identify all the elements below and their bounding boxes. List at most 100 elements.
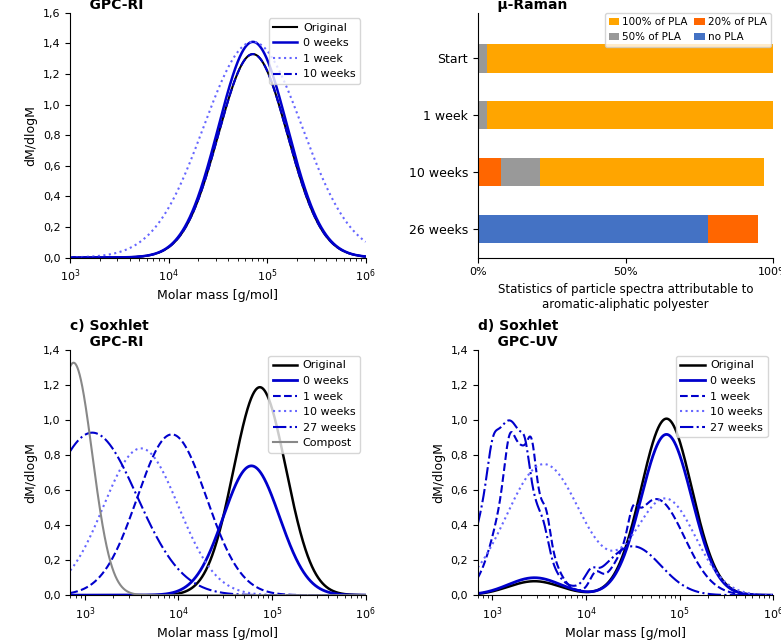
Bar (487, 44, 773, 72)
1 week (361, 238, 370, 246)
1 week (355, 234, 365, 241)
Y-axis label: dM/dlogM: dM/dlogM (24, 105, 37, 166)
Bar (478, 44, 487, 72)
Bar (478, 101, 487, 129)
Compost (190, 591, 199, 599)
Original (361, 591, 370, 599)
1 week (117, 248, 127, 255)
0 weeks (662, 431, 671, 438)
27 weeks (280, 591, 290, 599)
Original (597, 584, 607, 592)
Original (745, 591, 754, 598)
0 weeks (614, 565, 623, 573)
0 weeks (323, 234, 333, 241)
10 weeks (179, 227, 188, 234)
Legend: 100% of PLA, 50% of PLA, 20% of PLA, no PLA: 100% of PLA, 50% of PLA, 20% of PLA, no … (604, 13, 771, 47)
Compost (206, 591, 216, 599)
Line: Compost: Compost (70, 363, 366, 595)
1 week (280, 591, 290, 598)
1 week (769, 591, 778, 599)
10 weeks (361, 253, 370, 260)
27 weeks (66, 447, 75, 455)
0 weeks (759, 591, 769, 599)
Legend: Original, 0 weeks, 1 week, 10 weeks, 27 weeks: Original, 0 weeks, 1 week, 10 weeks, 27 … (676, 356, 768, 437)
27 weeks (206, 586, 216, 594)
X-axis label: Molar mass [g/mol]: Molar mass [g/mol] (565, 627, 686, 640)
Line: Original: Original (478, 419, 773, 595)
10 weeks (191, 201, 201, 209)
Original (337, 590, 347, 598)
Original (255, 383, 265, 391)
Line: 1 week: 1 week (478, 432, 773, 595)
Y-axis label: dM/dlogM: dM/dlogM (432, 442, 445, 503)
27 weeks (600, 561, 609, 569)
Original (99, 253, 109, 261)
1 week (759, 591, 769, 599)
1 week (361, 591, 370, 599)
Original (614, 563, 623, 570)
1 week (600, 570, 609, 578)
1 week (192, 467, 201, 475)
1 week (337, 591, 347, 599)
27 weeks (505, 417, 514, 424)
Text: a) Particles
    GPC-RI: a) Particles GPC-RI (70, 0, 159, 12)
0 weeks (352, 591, 362, 599)
1 week (323, 186, 333, 194)
Original (352, 591, 362, 599)
0 weeks (117, 253, 127, 261)
1 week (167, 431, 177, 438)
Original (688, 487, 697, 495)
Original (192, 580, 201, 588)
1 week (191, 142, 201, 150)
Original (179, 227, 188, 234)
1 week (352, 591, 362, 599)
1 week (66, 253, 75, 261)
Original (600, 582, 609, 590)
Compost (69, 359, 78, 367)
Y-axis label: dM/dlogM: dM/dlogM (24, 442, 37, 503)
0 weeks (247, 462, 256, 470)
Line: 27 weeks: 27 weeks (478, 420, 773, 595)
27 weeks (190, 579, 199, 587)
10 weeks (248, 51, 258, 58)
0 weeks (190, 575, 199, 582)
Original (473, 590, 483, 598)
0 weeks (99, 253, 109, 261)
0 weeks (600, 583, 609, 591)
Original (323, 235, 333, 243)
0 weeks (191, 198, 201, 205)
Original (361, 253, 370, 260)
Original (66, 591, 75, 599)
0 weeks (206, 547, 216, 554)
1 week (688, 550, 697, 557)
Original (190, 582, 199, 590)
10 weeks (361, 591, 370, 599)
Original (759, 591, 769, 599)
0 weeks (192, 572, 201, 580)
27 weeks (352, 591, 362, 599)
Text: d) Soxhlet
    GPC-UV: d) Soxhlet GPC-UV (478, 319, 558, 349)
Original (191, 201, 201, 209)
1 week (473, 574, 483, 582)
0 weeks (597, 584, 607, 592)
Compost (66, 362, 75, 370)
Line: 0 weeks: 0 weeks (70, 466, 366, 595)
Original (117, 253, 127, 261)
0 weeks (688, 497, 697, 504)
Line: Original: Original (70, 387, 366, 595)
Bar (487, 101, 773, 129)
Original (248, 51, 258, 58)
10 weeks (745, 589, 754, 597)
Compost (192, 591, 201, 599)
27 weeks (473, 520, 483, 527)
Line: 10 weeks: 10 weeks (70, 54, 366, 257)
27 weeks (337, 591, 347, 599)
10 weeks (759, 591, 769, 598)
27 weeks (759, 591, 769, 599)
Compost (361, 591, 370, 599)
Line: 10 weeks: 10 weeks (70, 449, 366, 595)
27 weeks (597, 563, 607, 571)
1 week (179, 174, 188, 182)
Compost (352, 591, 362, 599)
Line: Original: Original (70, 54, 366, 257)
